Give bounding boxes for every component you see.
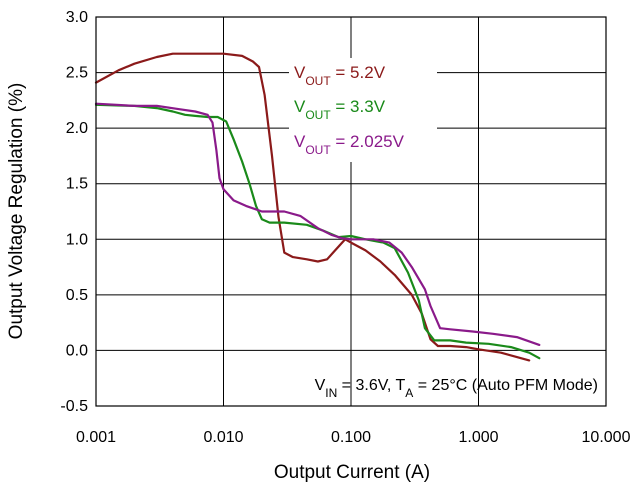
x-tick-label: 0.010 [203, 429, 243, 446]
x-tick-label: 10.000 [582, 429, 631, 446]
legend-label-1: VOUT = 3.3V [294, 97, 386, 122]
y-tick-label: 2.0 [66, 120, 88, 137]
y-tick-label: 2.5 [66, 65, 88, 82]
series-lines [94, 52, 541, 362]
plot-frame [95, 16, 607, 407]
y-tick-label: 3.0 [66, 9, 88, 26]
series-line-1 [94, 103, 541, 360]
y-tick-label: 0.5 [66, 287, 88, 304]
legend-label-2: VOUT = 2.025V [294, 132, 405, 157]
series-line-2 [94, 102, 541, 346]
y-axis-title: Output Voltage Regulation (%) [6, 83, 27, 340]
series-line-0 [94, 52, 531, 362]
conditions-annotation: VIN = 3.6V, TA = 25°C (Auto PFM Mode) [315, 377, 598, 400]
y-tick-label: 0.0 [66, 342, 88, 359]
y-tick-label: 1.5 [66, 176, 88, 193]
legend-label-0: VOUT = 5.2V [294, 63, 386, 88]
tick-labels: 3.0 2.5 2.0 1.5 1.0 0.5 0.0 -0.5 0.001 0.010 0.100… [60, 9, 630, 446]
plot-area-border [95, 16, 607, 407]
legend: VOUT = 5.2V VOUT = 3.3V VOUT = 2.025V [289, 58, 437, 162]
x-tick-label: 1.000 [458, 429, 498, 446]
x-axis-title: Output Current (A) [274, 462, 430, 483]
y-tick-label: 1.0 [66, 231, 88, 248]
x-tick-label: 0.001 [76, 429, 116, 446]
legend-background [289, 58, 437, 162]
x-tick-label: 0.100 [331, 429, 371, 446]
y-tick-label: -0.5 [60, 398, 88, 415]
